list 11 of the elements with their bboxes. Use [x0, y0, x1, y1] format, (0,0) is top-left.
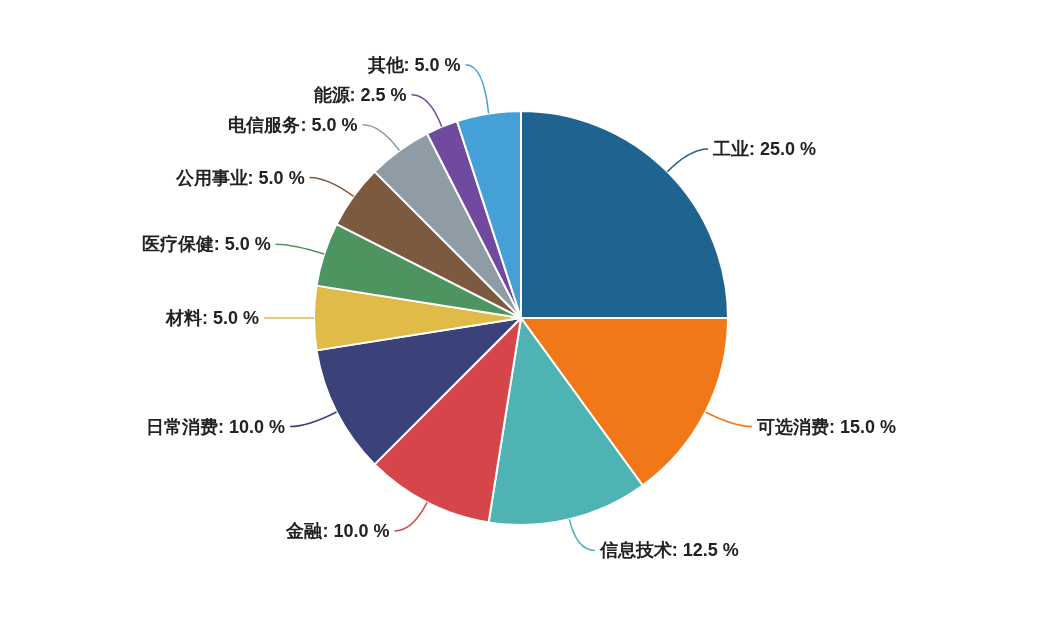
slice-label: 能源: 2.5 % — [313, 84, 407, 105]
slice-label: 材料: 5.0 % — [164, 308, 259, 328]
slice-label: 工业: 25.0 % — [712, 139, 817, 159]
slice-label: 日常消费: 10.0 % — [146, 416, 286, 437]
slice-label: 信息技术: 12.5 % — [598, 540, 739, 561]
slice-label: 其他: 5.0 % — [366, 54, 461, 75]
slice-label: 公用事业: 5.0 % — [174, 167, 305, 188]
slice-label: 电信服务: 5.0 % — [228, 114, 358, 135]
slice-label: 可选消费: 15.0 % — [755, 416, 896, 437]
slice-label: 医疗保健: 5.0 % — [141, 234, 271, 255]
slice-label: 金融: 10.0 % — [285, 520, 390, 541]
